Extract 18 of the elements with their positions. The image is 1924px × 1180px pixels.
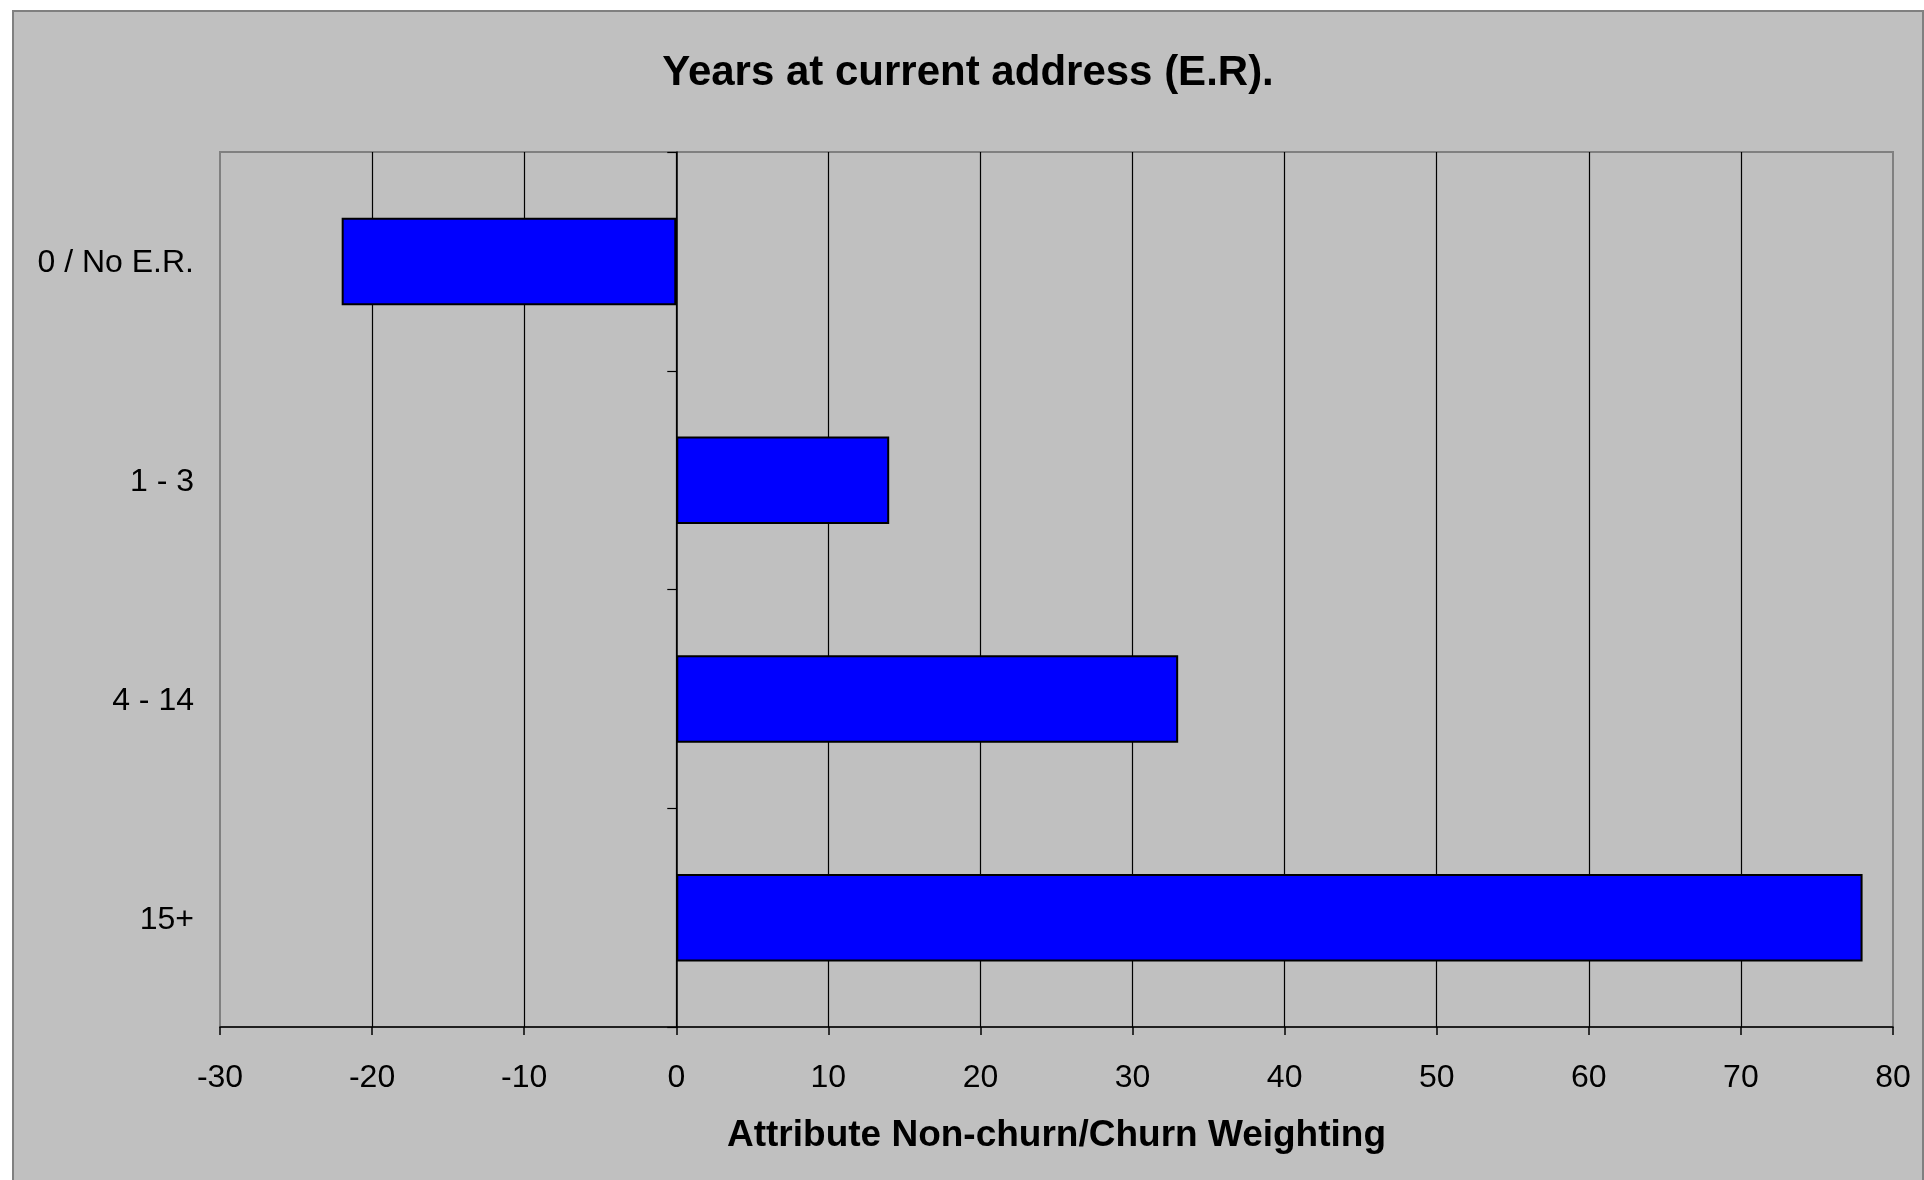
- x-tick-label: -20: [348, 1058, 396, 1094]
- x-tick-label: -10: [501, 1058, 548, 1094]
- y-tick-label: 4 - 14: [112, 680, 194, 717]
- chart-title: Years at current address (E.R).: [662, 46, 1274, 94]
- x-tick-label: 0: [667, 1058, 686, 1094]
- x-axis-title: Attribute Non-churn/Churn Weighting: [726, 1113, 1387, 1154]
- x-tick-label: 60: [1571, 1058, 1607, 1094]
- y-tick-label: 1 - 3: [129, 462, 194, 499]
- x-tick-label: 40: [1266, 1058, 1303, 1094]
- x-tick-label: 20: [962, 1058, 999, 1094]
- x-tick-label: 80: [1875, 1058, 1911, 1094]
- x-tick-label: 10: [810, 1058, 847, 1094]
- x-tick-label: 50: [1418, 1058, 1455, 1094]
- x-tick-label: -30: [196, 1058, 244, 1094]
- y-tick-label: 15+: [139, 899, 194, 936]
- y-tick-label: 0 / No E.R.: [37, 243, 194, 280]
- x-tick-label: 70: [1723, 1058, 1759, 1094]
- x-tick-label: 30: [1114, 1058, 1151, 1094]
